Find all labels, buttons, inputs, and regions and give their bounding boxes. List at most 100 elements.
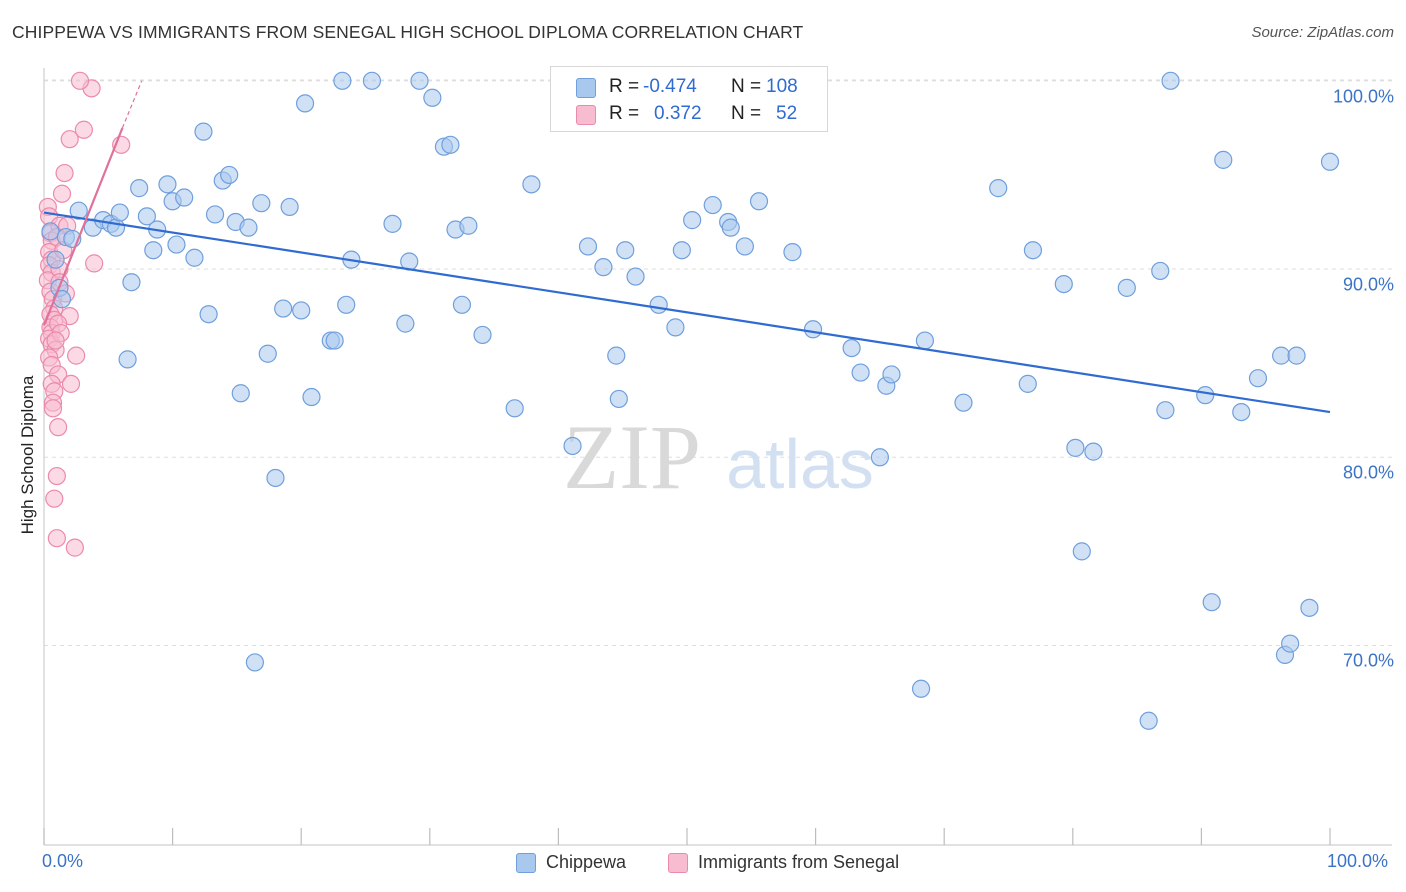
point-senegal xyxy=(60,130,79,149)
point-chippewa xyxy=(915,331,935,350)
point-chippewa xyxy=(258,344,277,363)
legend-row-chippewa: R = -0.474 N = 108 xyxy=(551,74,827,100)
series-chippewa-points xyxy=(41,71,1340,730)
point-chippewa xyxy=(563,436,582,456)
point-chippewa xyxy=(122,273,141,292)
bottom-legend-swatch-chippewa xyxy=(516,853,536,873)
axes xyxy=(43,68,1392,846)
point-senegal xyxy=(49,418,68,437)
point-chippewa xyxy=(851,363,870,382)
point-chippewa xyxy=(144,241,163,260)
trend-line-senegal xyxy=(42,127,124,326)
point-chippewa xyxy=(292,301,311,320)
point-chippewa xyxy=(672,241,691,260)
point-chippewa xyxy=(626,267,645,286)
legend-n-label: N = xyxy=(731,103,762,124)
point-chippewa xyxy=(735,237,754,256)
point-chippewa xyxy=(362,71,382,90)
y-tick-label: 90.0% xyxy=(1342,274,1394,295)
point-chippewa xyxy=(954,393,973,412)
point-chippewa xyxy=(130,179,149,198)
grid-lines xyxy=(44,79,1392,646)
point-chippewa xyxy=(205,205,225,224)
legend-r-label: R = xyxy=(609,103,640,124)
legend: R = -0.474 N = 108 R = 0.372 N = 52 xyxy=(550,66,828,132)
point-chippewa xyxy=(239,218,258,237)
point-senegal xyxy=(52,184,72,203)
trend-line-chippewa xyxy=(43,211,1331,414)
point-senegal xyxy=(55,163,74,183)
point-chippewa xyxy=(231,384,250,403)
point-chippewa xyxy=(194,122,213,141)
point-chippewa xyxy=(1214,150,1233,169)
chart-title: CHIPPEWA VS IMMIGRANTS FROM SENEGAL HIGH… xyxy=(12,22,804,42)
point-chippewa xyxy=(1054,275,1073,294)
point-chippewa xyxy=(594,258,613,277)
point-chippewa xyxy=(245,653,265,672)
point-chippewa xyxy=(69,201,88,220)
bottom-legend-chippewa: Chippewa xyxy=(546,852,627,872)
point-chippewa xyxy=(1161,71,1180,90)
legend-row-senegal: R = 0.372 N = 52 xyxy=(551,101,827,127)
point-chippewa xyxy=(302,387,321,407)
point-chippewa xyxy=(1281,634,1300,653)
y-tick-label: 80.0% xyxy=(1342,462,1394,483)
legend-r-value: -0.474 xyxy=(643,76,697,97)
point-chippewa xyxy=(842,338,861,358)
point-chippewa xyxy=(803,320,823,339)
point-chippewa xyxy=(1023,241,1043,260)
point-chippewa xyxy=(383,214,402,233)
point-chippewa xyxy=(1272,346,1291,365)
point-chippewa xyxy=(1232,402,1251,422)
point-chippewa xyxy=(452,295,472,314)
point-chippewa xyxy=(616,241,635,260)
point-chippewa xyxy=(1300,598,1319,617)
point-chippewa xyxy=(522,175,541,194)
point-chippewa xyxy=(666,318,685,337)
point-chippewa xyxy=(578,237,598,256)
point-chippewa xyxy=(167,235,186,254)
point-chippewa xyxy=(185,248,204,267)
legend-swatch-chippewa xyxy=(576,78,596,98)
point-chippewa xyxy=(1066,438,1085,457)
y-tick-label: 70.0% xyxy=(1342,650,1394,671)
point-chippewa xyxy=(220,165,239,185)
watermark-zip: ZIP xyxy=(563,406,701,508)
point-chippewa xyxy=(1072,542,1091,561)
legend-n-label: N = xyxy=(731,76,762,97)
legend-swatch-senegal xyxy=(576,105,596,125)
point-chippewa xyxy=(1196,386,1215,405)
point-chippewa xyxy=(441,135,460,154)
point-chippewa xyxy=(1084,442,1103,461)
point-chippewa xyxy=(473,325,492,345)
point-chippewa xyxy=(683,211,702,230)
point-senegal xyxy=(43,399,63,418)
point-senegal xyxy=(61,374,81,393)
source-label: Source: ZipAtlas.com xyxy=(1251,24,1394,41)
point-senegal xyxy=(74,120,93,139)
point-chippewa xyxy=(333,71,352,90)
bottom-legend-swatch-senegal xyxy=(668,853,688,873)
point-senegal xyxy=(45,489,64,508)
point-chippewa xyxy=(199,305,218,324)
point-chippewa xyxy=(325,331,344,350)
point-chippewa xyxy=(703,195,722,215)
point-chippewa xyxy=(609,389,628,409)
point-chippewa xyxy=(721,218,740,237)
point-chippewa xyxy=(1156,401,1175,420)
point-chippewa xyxy=(1018,374,1037,393)
point-senegal xyxy=(85,254,104,273)
point-chippewa xyxy=(1151,261,1170,281)
point-chippewa xyxy=(41,222,60,241)
point-chippewa xyxy=(158,175,177,194)
point-chippewa xyxy=(1117,278,1136,297)
point-chippewa xyxy=(459,216,478,235)
point-chippewa xyxy=(882,365,901,384)
point-chippewa xyxy=(295,94,315,113)
point-chippewa xyxy=(423,88,442,107)
point-chippewa xyxy=(1202,593,1221,612)
x-tick-label-min: 0.0% xyxy=(42,851,84,871)
trend-lines xyxy=(42,80,1331,414)
point-chippewa xyxy=(870,448,890,467)
